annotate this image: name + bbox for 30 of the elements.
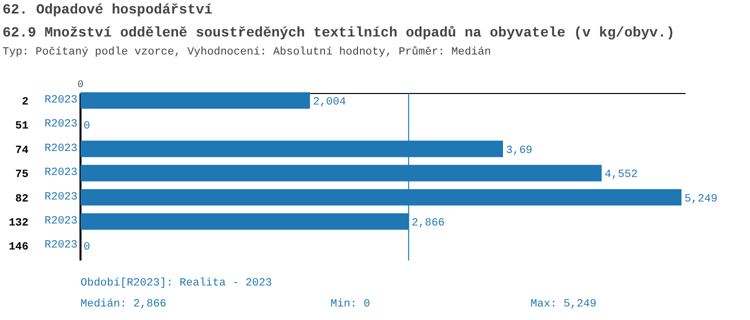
bar <box>80 92 310 109</box>
annotation: 0 <box>84 120 90 133</box>
y-tick-label: 82 <box>15 193 28 206</box>
text: R2023 <box>44 142 78 155</box>
text: 3,69 <box>506 144 532 157</box>
y-tick-label: 51 <box>15 120 29 133</box>
text: 5,249 <box>684 193 718 206</box>
y-tick-label: 75 <box>15 169 29 182</box>
chart-subtitle: 62.9 Množství odděleně soustředěných textilních odpadů na obyvatele (v kg/obyv.) <box>2 26 675 42</box>
text: Typ: Počítaný podle vzorce, Vyhodnocení: Absolutní hodnoty, Průměr: Medián <box>2 46 491 58</box>
text: R2023 <box>44 191 78 204</box>
text: 0 <box>84 242 90 254</box>
text: 4,552 <box>604 169 638 182</box>
y-tick-label: 74 <box>15 144 29 157</box>
y-tick-label: 2 <box>22 96 29 108</box>
text: Max: 5,249 <box>530 298 597 310</box>
text: R2023 <box>44 118 78 131</box>
text: Min: 0 <box>330 298 370 310</box>
y-tick-label: 132 <box>8 218 29 230</box>
text: 0 <box>78 80 84 91</box>
text: 2,866 <box>412 218 445 230</box>
series-label: R2023 <box>44 94 78 106</box>
text: Medián: 2,866 <box>80 298 166 310</box>
text: Období[R2023]: Realita - 2023 <box>80 278 272 290</box>
chart-title: 62. Odpadové hospodářství <box>2 2 213 18</box>
text: 2,004 <box>312 96 346 108</box>
text: R2023 <box>44 240 78 252</box>
text: R2023 <box>44 167 78 180</box>
y-tick-label: 146 <box>8 242 29 254</box>
text: R2023 <box>44 216 78 228</box>
